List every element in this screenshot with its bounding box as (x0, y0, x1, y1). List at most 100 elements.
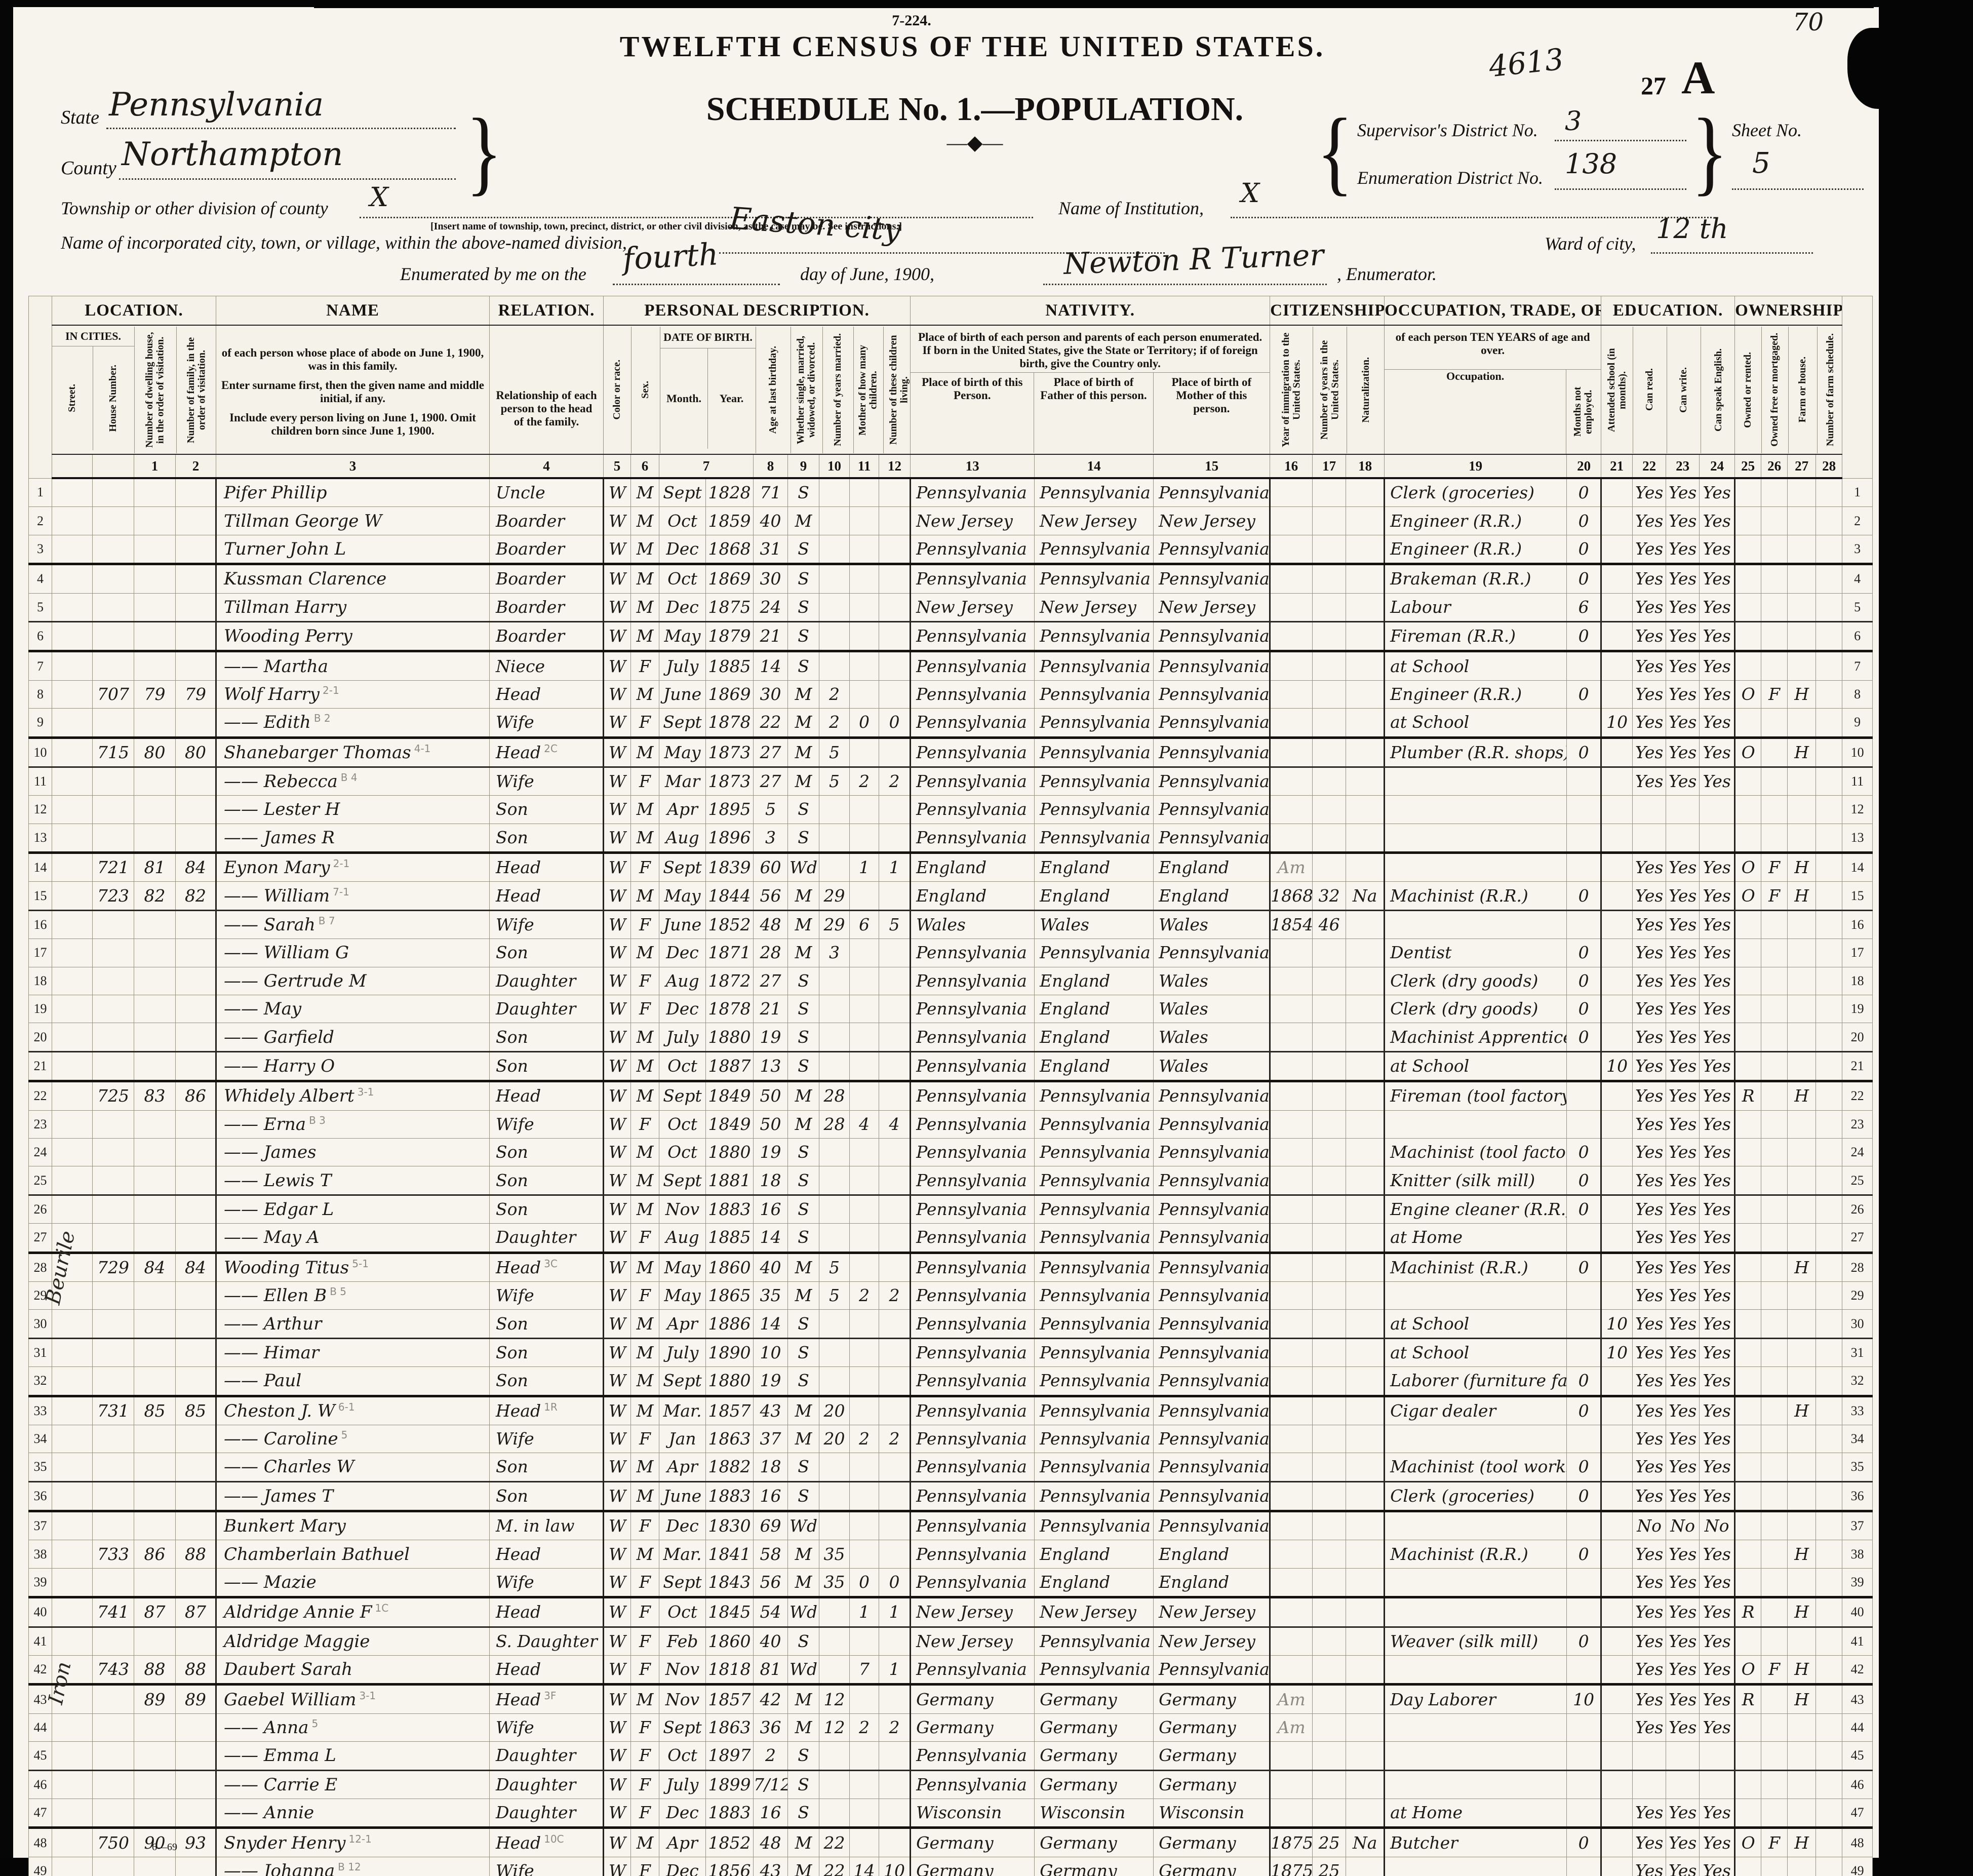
cell-cl (878, 1684, 911, 1714)
cell-pb: Pennsylvania (910, 534, 1035, 566)
cell-cl (878, 823, 911, 854)
cell-pb: Pennsylvania (910, 1540, 1035, 1569)
personal-subheader: Color or race. Sex. DATE OF BIRTH. Month… (603, 325, 911, 455)
cell-as (1600, 1798, 1633, 1829)
row-number-right: 25 (1842, 1166, 1873, 1196)
cell-mn (1566, 910, 1602, 940)
cell-st (52, 1655, 93, 1686)
sheet-value: 5 (1752, 147, 1770, 180)
cell-sx: F (630, 1626, 659, 1656)
cell-dw: 80 (134, 737, 176, 768)
cell-cr: W (603, 737, 631, 768)
cell-om (1761, 1110, 1788, 1139)
enumerated-label-3: , Enumerator. (1337, 264, 1437, 284)
cell-relation: Boarder (489, 534, 604, 566)
table-row: 11 —— Rebecca B 4 Wife W F Mar 1873 27 M 5 2 2 Pennsy… (28, 766, 1873, 796)
cell-om: F (1761, 680, 1788, 709)
cell-om (1761, 1568, 1788, 1599)
cell-en (1699, 795, 1735, 824)
cell-im (1269, 1395, 1313, 1425)
cell-mo: Nov (659, 1194, 706, 1224)
col-owned-free-label: Owned free or mortgaged. (1769, 333, 1781, 447)
table-row: 38 733 86 88 Chamberlain Bathuel Head W M Mar. 18… (28, 1540, 1873, 1569)
cell-rd: Yes (1632, 680, 1667, 709)
cell-hn (92, 995, 134, 1024)
row-number-right: 10 (1842, 737, 1873, 768)
cell-rd: Yes (1632, 506, 1667, 535)
cell-mn: 0 (1566, 506, 1602, 535)
cell-oc: Clerk (dry goods) (1384, 966, 1567, 996)
cell-relation: Daughter (489, 995, 604, 1024)
row-number-right: 22 (1842, 1081, 1873, 1111)
cell-ag: 40 (753, 1252, 788, 1282)
cell-sx: M (630, 1081, 659, 1111)
cell-relation: Head (489, 1081, 604, 1111)
cell-fs (1816, 1481, 1843, 1513)
cell-mn (1566, 852, 1602, 882)
cell-ag: 7/12 (753, 1770, 788, 1799)
enumerated-day: fourth (622, 237, 720, 277)
cell-na (1346, 1481, 1385, 1513)
cell-dw (134, 823, 176, 854)
cell-pm: Germany (1153, 1741, 1271, 1771)
cell-fh (1787, 995, 1817, 1024)
cell-pm: New Jersey (1153, 1597, 1271, 1628)
cell-rd: Yes (1632, 1338, 1667, 1367)
cell-or (1734, 478, 1762, 507)
cell-fh (1787, 766, 1817, 796)
cell-as (1600, 564, 1633, 594)
cell-cr: W (603, 795, 631, 824)
cell-relation: Daughter (489, 1770, 604, 1799)
cell-relation: Head 10C (489, 1827, 604, 1857)
cell-fh: H (1787, 1827, 1817, 1857)
sheet-line (1732, 188, 1864, 190)
cell-dw (134, 478, 176, 507)
cell-fs (1816, 1366, 1843, 1397)
cell-sx: M (630, 534, 659, 566)
cell-or (1734, 1626, 1762, 1656)
cell-om (1761, 564, 1788, 594)
cell-relation: Head (489, 1597, 604, 1628)
cell-yu (1312, 651, 1347, 681)
cell-oc: Laborer (furniture factory) (1384, 1366, 1567, 1397)
table-row: 44 —— Anna 5 Wife W F Sept 1863 36 M 12 2 2 Germany Ge… (28, 1713, 1873, 1742)
cell-cb (849, 1023, 879, 1052)
cell-wr: Yes (1666, 564, 1700, 594)
cell-pb: Pennsylvania (910, 651, 1035, 681)
cell-fs (1816, 1568, 1843, 1599)
cell-cl: 0 (878, 708, 911, 739)
cell-name: —— James R (215, 823, 490, 854)
cell-cb (849, 1770, 879, 1799)
county-value: Northampton (122, 136, 343, 173)
cell-or (1734, 766, 1762, 796)
cell-yu (1312, 1081, 1347, 1111)
cell-pm: Pennsylvania (1153, 1281, 1271, 1310)
cell-or (1734, 1770, 1762, 1799)
cell-hn (92, 1481, 134, 1513)
cell-pf: England (1034, 966, 1154, 996)
cell-cl: 1 (878, 1655, 911, 1686)
row-number-left: 15 (28, 881, 52, 911)
row-number-left: 31 (28, 1338, 52, 1367)
cell-name: Daubert Sarah (215, 1655, 490, 1686)
cell-ag: 18 (753, 1453, 788, 1482)
cell-im: 1854 (1269, 910, 1313, 940)
row-number-left: 16 (28, 910, 52, 940)
cell-dw (134, 1626, 176, 1656)
cell-as (1600, 1194, 1633, 1224)
cell-wr: Yes (1666, 1568, 1700, 1599)
cell-relation: Head (489, 1655, 604, 1686)
cell-im (1269, 766, 1313, 796)
cell-na (1346, 1540, 1385, 1569)
table-row: 48 750 90 93 Snyder Henry 12-1 Head 10C W M Apr 185… (28, 1827, 1873, 1857)
cell-name: —— Sarah B 7 (215, 910, 490, 940)
cell-pb: Pennsylvania (910, 1051, 1035, 1083)
cell-fs (1816, 1309, 1843, 1339)
cell-ms: M (787, 1856, 819, 1876)
cell-fm (175, 1194, 216, 1224)
cell-name: —— Himar (215, 1338, 490, 1367)
cell-om: F (1761, 852, 1788, 882)
cell-fh: H (1787, 852, 1817, 882)
cell-hn (92, 621, 134, 653)
cell-pf: Germany (1034, 1770, 1154, 1799)
